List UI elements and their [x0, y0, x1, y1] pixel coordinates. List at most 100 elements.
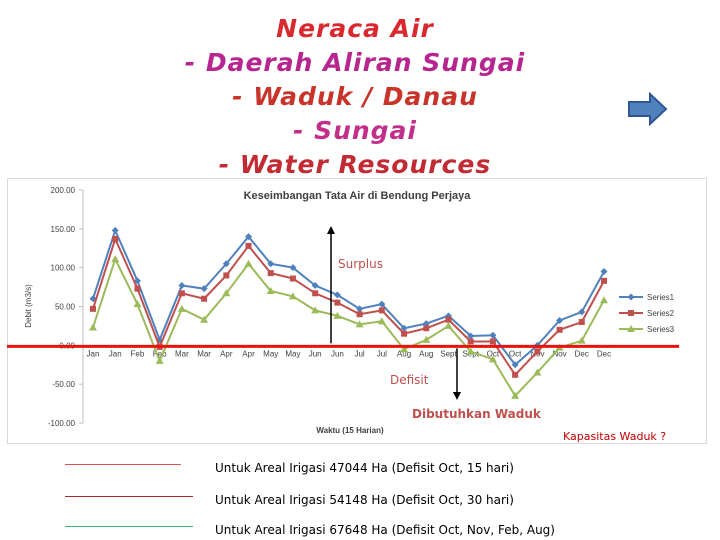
- title-line-2: - Daerah Aliran Sungai: [184, 48, 526, 77]
- data-point: [267, 270, 274, 277]
- data-point: [222, 289, 231, 297]
- data-point: [111, 226, 119, 234]
- data-point: [601, 277, 607, 284]
- data-point: [578, 308, 586, 316]
- x-tick-label: Mar: [197, 349, 211, 358]
- y-tick-label: 200.00: [51, 186, 76, 195]
- water-balance-chart: 200.00150.00100.0050.000.00-50.00-100.00…: [7, 178, 707, 444]
- data-point: [488, 355, 497, 363]
- data-point: [200, 315, 209, 323]
- defisit-arrow-head: [453, 392, 461, 400]
- data-point: [289, 275, 296, 282]
- data-point: [489, 331, 497, 339]
- title-line-3: - Waduk / Danau: [232, 82, 478, 111]
- data-point: [378, 300, 386, 308]
- data-point: [222, 260, 230, 268]
- data-point: [355, 320, 364, 328]
- legend-marker: [628, 310, 634, 316]
- data-point: [244, 259, 253, 267]
- x-tick-label: Feb: [153, 349, 167, 358]
- data-point: [133, 300, 142, 308]
- surplus-label: Surplus: [338, 257, 383, 271]
- x-tick-label: Jun: [309, 349, 322, 358]
- x-tick-label: Nov: [552, 349, 566, 358]
- data-point: [89, 323, 97, 331]
- legend-note-swatch-1: [65, 464, 181, 465]
- data-point: [400, 345, 409, 353]
- x-tick-label: Sept: [440, 349, 457, 358]
- data-point: [178, 290, 185, 297]
- x-tick-label: Feb: [131, 349, 145, 358]
- data-point: [511, 361, 519, 369]
- legend-note-1: Untuk Areal Irigasi 47044 Ha (Defisit Oc…: [215, 461, 514, 475]
- data-point: [467, 338, 474, 345]
- data-point: [423, 325, 430, 332]
- data-point: [533, 368, 542, 376]
- data-point: [466, 347, 475, 355]
- data-point: [311, 306, 320, 314]
- slide-title: Neraca Air - Daerah Aliran Sungai - Wadu…: [180, 12, 530, 182]
- x-tick-label: Jul: [377, 349, 387, 358]
- data-point: [289, 264, 297, 272]
- x-tick-label: Apr: [242, 349, 255, 358]
- data-point: [333, 311, 342, 319]
- data-point: [400, 324, 408, 332]
- title-line-5: - Water Resources: [218, 150, 492, 179]
- x-tick-label: Jan: [109, 349, 122, 358]
- x-tick-label: Jul: [354, 349, 364, 358]
- title-line-1: Neraca Air: [276, 14, 434, 43]
- x-tick-label: Dec: [597, 349, 611, 358]
- data-point: [177, 304, 186, 312]
- y-tick-label: 100.00: [51, 264, 76, 273]
- data-point: [445, 316, 452, 323]
- legend-note-2: Untuk Areal Irigasi 54148 Ha (Defisit Oc…: [215, 493, 514, 507]
- x-tick-label: Mar: [175, 349, 189, 358]
- legend-note-swatch-2: [65, 496, 193, 497]
- data-point: [288, 292, 297, 300]
- x-tick-label: Apr: [220, 349, 233, 358]
- data-point: [378, 307, 385, 314]
- surplus-arrow-head: [327, 226, 335, 234]
- dibutuhkan-waduk-label: Dibutuhkan Waduk: [412, 407, 542, 421]
- data-point: [356, 311, 363, 318]
- x-tick-label: May: [263, 349, 278, 358]
- legend-label: Series1: [647, 293, 675, 302]
- data-point: [266, 286, 275, 294]
- data-point: [600, 296, 608, 304]
- data-point: [377, 317, 386, 325]
- x-tick-label: Aug: [419, 349, 433, 358]
- next-slide-button[interactable]: [628, 91, 668, 127]
- x-tick-label: Aug: [397, 349, 411, 358]
- data-point: [556, 316, 564, 324]
- data-point: [444, 321, 453, 329]
- data-point: [512, 371, 519, 378]
- x-tick-label: Oct: [487, 349, 500, 358]
- x-tick-label: Jun: [331, 349, 344, 358]
- x-axis-title: Waktu (15 Harian): [316, 426, 384, 435]
- x-tick-label: Oct: [509, 349, 522, 358]
- data-point: [90, 305, 96, 312]
- arrow-right-icon: [628, 91, 668, 127]
- chart-frame: [7, 178, 707, 444]
- data-point: [422, 335, 431, 343]
- data-point: [201, 295, 208, 302]
- chart-title: Keseimbangan Tata Air di Bendung Perjaya: [244, 190, 472, 202]
- data-point: [223, 272, 230, 279]
- y-tick-label: 150.00: [51, 225, 76, 234]
- title-line-4: - Sungai: [292, 116, 417, 145]
- data-point: [178, 282, 186, 290]
- data-point: [267, 260, 275, 268]
- data-point: [511, 391, 520, 399]
- data-point: [334, 299, 341, 306]
- data-point: [112, 235, 119, 242]
- data-point: [134, 285, 141, 292]
- data-point: [311, 282, 319, 290]
- y-tick-label: 50.00: [55, 303, 76, 312]
- legend-marker: [627, 325, 635, 332]
- data-point: [577, 336, 586, 344]
- series-line-series2: [92, 236, 605, 377]
- data-point: [245, 233, 253, 241]
- data-point: [200, 285, 208, 293]
- data-point: [111, 255, 120, 263]
- y-tick-label: -100.00: [48, 419, 76, 428]
